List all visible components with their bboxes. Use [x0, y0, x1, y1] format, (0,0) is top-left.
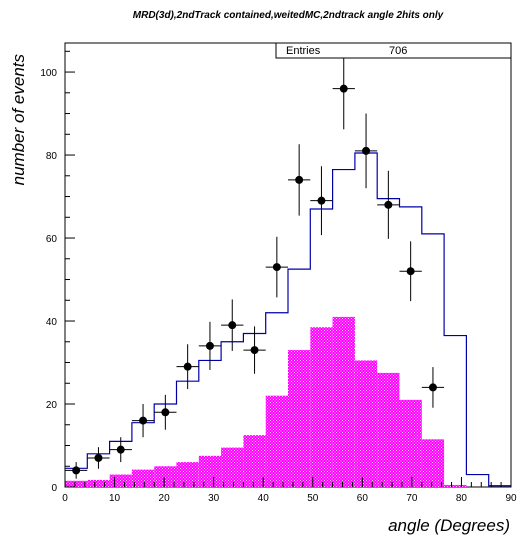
- data-point: [243, 326, 266, 374]
- mc-component-bin: [109, 474, 132, 487]
- y-tick-label: 0: [51, 483, 57, 494]
- axes: 0 10 20 30 40 50 60 70 80 90 0 20 40 60 80 100: [40, 50, 517, 504]
- data-point: [288, 144, 311, 216]
- data-point: [265, 236, 288, 298]
- data-point: [176, 344, 199, 390]
- mc-component-bin: [198, 455, 222, 487]
- x-tick-label: 70: [406, 493, 418, 504]
- data-point: [310, 166, 333, 236]
- data-point: [421, 367, 445, 408]
- x-tick-label: 20: [159, 493, 171, 504]
- mc-component-bin: [243, 435, 266, 487]
- x-tick-label: 90: [505, 493, 517, 504]
- mc-component-bin: [444, 484, 467, 487]
- x-tick-label: 0: [62, 493, 68, 504]
- mc-component-bin: [377, 372, 400, 487]
- data-point: [399, 241, 422, 302]
- stats-entries-value: 706: [389, 45, 407, 57]
- mc-component-bin: [421, 439, 445, 487]
- x-tick-label: 40: [258, 493, 270, 504]
- x-tick-label: 80: [456, 493, 468, 504]
- mc-component-bin: [154, 466, 177, 487]
- x-axis-label: angle (Degrees): [388, 516, 510, 535]
- data-point: [87, 447, 110, 469]
- data-point: [332, 47, 355, 130]
- x-tick-label: 30: [208, 493, 220, 504]
- mc-component-bin: [131, 469, 155, 487]
- data-point: [354, 113, 378, 189]
- mc-component-bin: [87, 479, 110, 487]
- mc-component-bin: [354, 360, 378, 487]
- data-points: [65, 47, 445, 479]
- y-axis-label: number of events: [9, 54, 28, 186]
- mc-component-bin: [332, 316, 355, 487]
- data-point: [154, 394, 177, 430]
- stats-entries-label: Entries: [286, 45, 321, 57]
- x-tick-label: 60: [357, 493, 369, 504]
- stats-box: [275, 42, 512, 59]
- y-tick-label: 60: [46, 234, 58, 245]
- mc-component-bin: [65, 480, 88, 487]
- x-tick-label: 50: [307, 493, 319, 504]
- chart-title: MRD(3d),2ndTrack contained,weitedMC,2ndt…: [133, 10, 444, 21]
- mc-component-bin: [176, 462, 199, 487]
- mc-component-bin: [221, 447, 244, 487]
- mc-component-bin: [399, 399, 422, 487]
- y-tick-label: 100: [40, 68, 57, 79]
- data-point: [221, 299, 244, 351]
- y-tick-label: 80: [46, 151, 58, 162]
- data-point: [198, 321, 222, 370]
- data-point: [377, 170, 400, 239]
- data-point: [131, 404, 155, 438]
- y-tick-label: 40: [46, 317, 58, 328]
- data-point: [109, 437, 132, 463]
- mc-component-bin: [265, 395, 288, 487]
- mc-component-bin: [310, 327, 333, 487]
- data-point: [65, 462, 88, 479]
- x-tick-label: 10: [109, 493, 121, 504]
- y-tick-label: 20: [46, 400, 58, 411]
- mc-component-bin: [288, 350, 311, 487]
- mc-component-histogram: [65, 316, 467, 487]
